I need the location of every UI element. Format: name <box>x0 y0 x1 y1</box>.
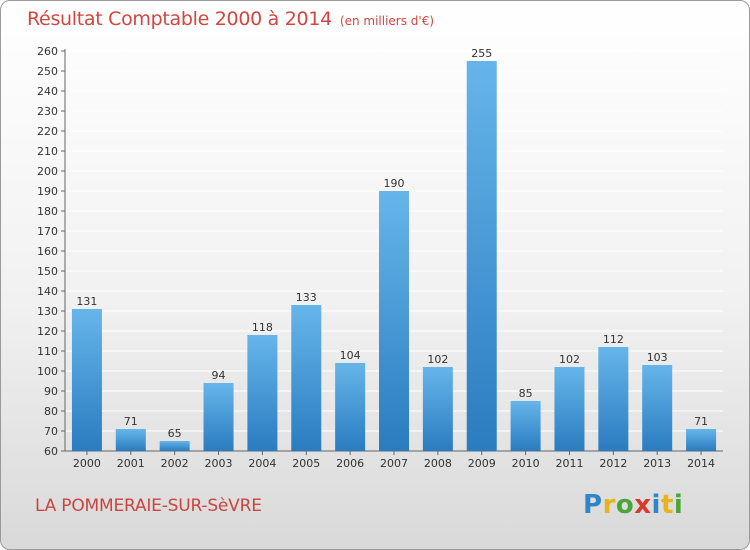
bar-2014 <box>686 429 717 451</box>
bar-2004 <box>247 335 278 451</box>
x-tick-label: 2011 <box>555 457 583 470</box>
x-tick-label: 2010 <box>512 457 540 470</box>
x-tick-label: 2007 <box>380 457 408 470</box>
bar-2000 <box>71 309 102 451</box>
x-tick-label: 2002 <box>161 457 189 470</box>
y-tick-label: 100 <box>37 365 58 378</box>
chart-unit: (en milliers d'€) <box>339 14 435 28</box>
bar-value-label: 71 <box>694 415 708 428</box>
bar-2012 <box>598 347 629 451</box>
bar-value-label: 102 <box>427 353 448 366</box>
bar-value-label: 190 <box>384 177 405 190</box>
bar-2003 <box>203 383 234 451</box>
chart-title-text: Résultat Comptable 2000 à 2014 <box>27 8 332 30</box>
bar-2011 <box>554 367 585 451</box>
bars <box>71 61 717 451</box>
y-tick-label: 130 <box>37 305 58 318</box>
bar-value-label: 71 <box>124 415 138 428</box>
x-tick-label: 2014 <box>687 457 715 470</box>
y-tick-label: 160 <box>37 245 58 258</box>
x-tick-label: 2006 <box>336 457 364 470</box>
y-tick-label: 210 <box>37 145 58 158</box>
bar-2001 <box>115 429 146 451</box>
x-tick-label: 2005 <box>292 457 320 470</box>
y-tick-label: 170 <box>37 225 58 238</box>
y-tick-label: 80 <box>44 405 58 418</box>
bar-2008 <box>422 367 453 451</box>
x-tick-label: 2013 <box>643 457 671 470</box>
x-tick-label: 2001 <box>117 457 145 470</box>
bar-2010 <box>510 401 541 451</box>
bar-2002 <box>159 441 190 451</box>
y-tick-label: 120 <box>37 325 58 338</box>
y-tick-label: 110 <box>37 345 58 358</box>
bar-value-label: 102 <box>559 353 580 366</box>
y-tick-label: 140 <box>37 285 58 298</box>
bar-value-label: 103 <box>647 351 668 364</box>
y-tick-label: 150 <box>37 265 58 278</box>
bar-2006 <box>335 363 366 451</box>
chart-title: Résultat Comptable 2000 à 2014 (en millie… <box>27 8 434 30</box>
bar-value-label: 85 <box>519 387 533 400</box>
bar-value-label: 131 <box>76 295 97 308</box>
y-tick-label: 70 <box>44 425 58 438</box>
bar-value-label: 65 <box>168 427 182 440</box>
x-tick-label: 2009 <box>468 457 496 470</box>
x-tick-label: 2008 <box>424 457 452 470</box>
y-tick-label: 60 <box>44 445 58 458</box>
bar-2013 <box>642 365 673 451</box>
y-tick-label: 260 <box>37 45 58 58</box>
labels: 60 70 80 90 100 110 120 130 140 150 160 170 180 190 20… <box>37 45 715 470</box>
y-tick-label: 190 <box>37 185 58 198</box>
commune-name: LA POMMERAIE-SUR-SèVRE <box>35 496 262 516</box>
bar-value-label: 112 <box>603 333 624 346</box>
bar-value-label: 255 <box>471 47 492 60</box>
bar-2009 <box>466 61 497 451</box>
bar-2007 <box>379 191 409 451</box>
bar-value-label: 104 <box>340 349 361 362</box>
y-tick-label: 90 <box>44 385 58 398</box>
x-tick-label: 2003 <box>205 457 233 470</box>
x-tick-label: 2012 <box>599 457 627 470</box>
y-tick-label: 230 <box>37 105 58 118</box>
bar-value-label: 133 <box>296 291 317 304</box>
y-tick-label: 250 <box>37 65 58 78</box>
y-tick-label: 220 <box>37 125 58 138</box>
y-tick-label: 240 <box>37 85 58 98</box>
bar-2005 <box>291 305 322 451</box>
y-tick-label: 180 <box>37 205 58 218</box>
x-tick-label: 2000 <box>73 457 101 470</box>
y-tick-label: 200 <box>37 165 58 178</box>
x-tick-label: 2004 <box>248 457 276 470</box>
proxiti-logo: Proxiti <box>583 490 684 520</box>
bar-value-label: 118 <box>252 321 273 334</box>
bar-value-label: 94 <box>212 369 226 382</box>
